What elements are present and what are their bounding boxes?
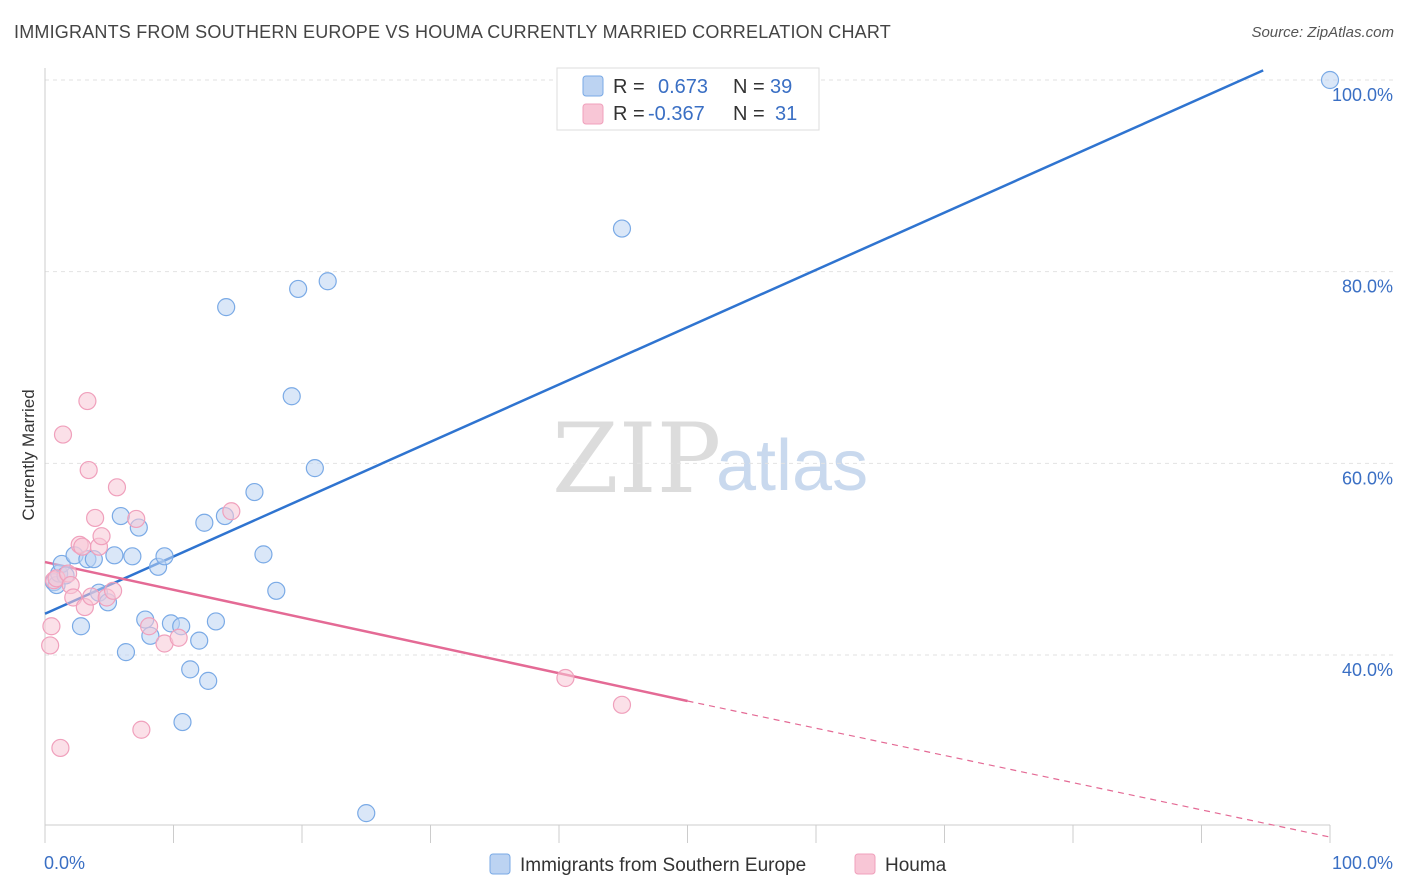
legend-swatch-houma: [582, 103, 604, 125]
x-tick-labels: 0.0% 100.0%: [44, 853, 1393, 873]
legend-swatch-immigrants: [582, 75, 604, 97]
watermark-atlas: atlas: [716, 426, 868, 506]
point-immigrants: [206, 612, 226, 631]
point-houma: [78, 391, 97, 411]
x-tick-label: 0.0%: [44, 853, 85, 873]
point-houma: [82, 587, 101, 606]
y-tick-label: 80.0%: [1342, 277, 1393, 297]
point-immigrants: [282, 387, 301, 406]
trend-line-extension-houma: [687, 700, 1331, 838]
point-immigrants: [318, 272, 337, 291]
point-immigrants: [111, 506, 130, 526]
stats-legend: R = 0.673 N = 39 R = -0.367 N = 31: [556, 67, 820, 131]
watermark-zip: ZIP: [552, 403, 721, 515]
point-houma: [139, 617, 159, 636]
point-houma: [53, 425, 73, 444]
point-houma: [79, 460, 98, 480]
point-immigrants: [105, 546, 124, 565]
point-immigrants: [190, 631, 209, 650]
y-tick-label: 100.0%: [1332, 85, 1393, 105]
point-immigrants: [123, 547, 142, 566]
point-houma: [73, 537, 92, 556]
trend-lines: [44, 69, 1331, 838]
series-legend-label-houma: Houma: [885, 855, 947, 876]
point-houma: [51, 738, 70, 758]
point-houma: [132, 720, 151, 739]
trend-line-immigrants: [44, 69, 1264, 615]
y-tick-label: 60.0%: [1342, 468, 1393, 488]
point-houma: [612, 695, 632, 714]
point-immigrants: [267, 581, 286, 600]
axes: [44, 68, 1331, 843]
point-immigrants: [116, 643, 136, 662]
legend-r-label-2: R =: [613, 103, 645, 125]
point-immigrants: [217, 298, 236, 317]
y-tick-label: 40.0%: [1342, 660, 1393, 680]
point-houma: [169, 628, 188, 647]
chart-title: IMMIGRANTS FROM SOUTHERN EUROPE VS HOUMA…: [14, 22, 891, 42]
point-houma: [41, 636, 60, 655]
point-houma: [42, 617, 61, 636]
point-immigrants: [357, 804, 376, 823]
point-immigrants: [612, 219, 632, 238]
series-legend-swatch-immigrants: [489, 853, 511, 875]
series-legend-label-immigrants: Immigrants from Southern Europe: [520, 855, 806, 876]
point-immigrants: [245, 482, 264, 502]
legend-r-value-1: 0.673: [658, 76, 708, 98]
y-tick-labels: 40.0% 60.0% 80.0% 100.0%: [1332, 85, 1393, 680]
legend-r-value-2: -0.367: [648, 103, 705, 125]
point-houma: [556, 668, 575, 688]
point-immigrants: [199, 671, 218, 690]
point-immigrants: [71, 617, 91, 636]
point-immigrants: [155, 547, 174, 566]
point-houma: [104, 581, 123, 600]
legend-n-label-2: N =: [733, 103, 765, 125]
point-immigrants: [195, 513, 214, 532]
series-legend-swatch-houma: [854, 853, 876, 875]
legend-n-label-1: N =: [733, 76, 765, 98]
y-axis-label: Currently Married: [19, 389, 38, 520]
point-immigrants: [289, 279, 308, 299]
point-houma: [127, 509, 146, 529]
point-immigrants: [181, 660, 200, 679]
source-label: Source: ZipAtlas.com: [1251, 24, 1394, 41]
grid-lines: [45, 79, 1395, 656]
point-houma: [86, 508, 105, 528]
legend-r-label-1: R =: [613, 76, 645, 98]
data-points: [41, 70, 1340, 823]
point-houma: [92, 527, 111, 546]
point-houma: [222, 502, 241, 521]
point-immigrants: [1320, 70, 1340, 90]
series-legend: Immigrants from Southern Europe Houma: [489, 853, 947, 876]
legend-n-value-1: 39: [770, 76, 792, 98]
point-immigrants: [254, 545, 273, 564]
legend-n-value-2: 31: [775, 103, 797, 125]
point-immigrants: [305, 459, 324, 478]
trend-line-houma: [44, 560, 688, 703]
x-tick-label: 100.0%: [1332, 853, 1393, 873]
point-houma: [107, 478, 127, 497]
point-immigrants: [173, 712, 192, 732]
